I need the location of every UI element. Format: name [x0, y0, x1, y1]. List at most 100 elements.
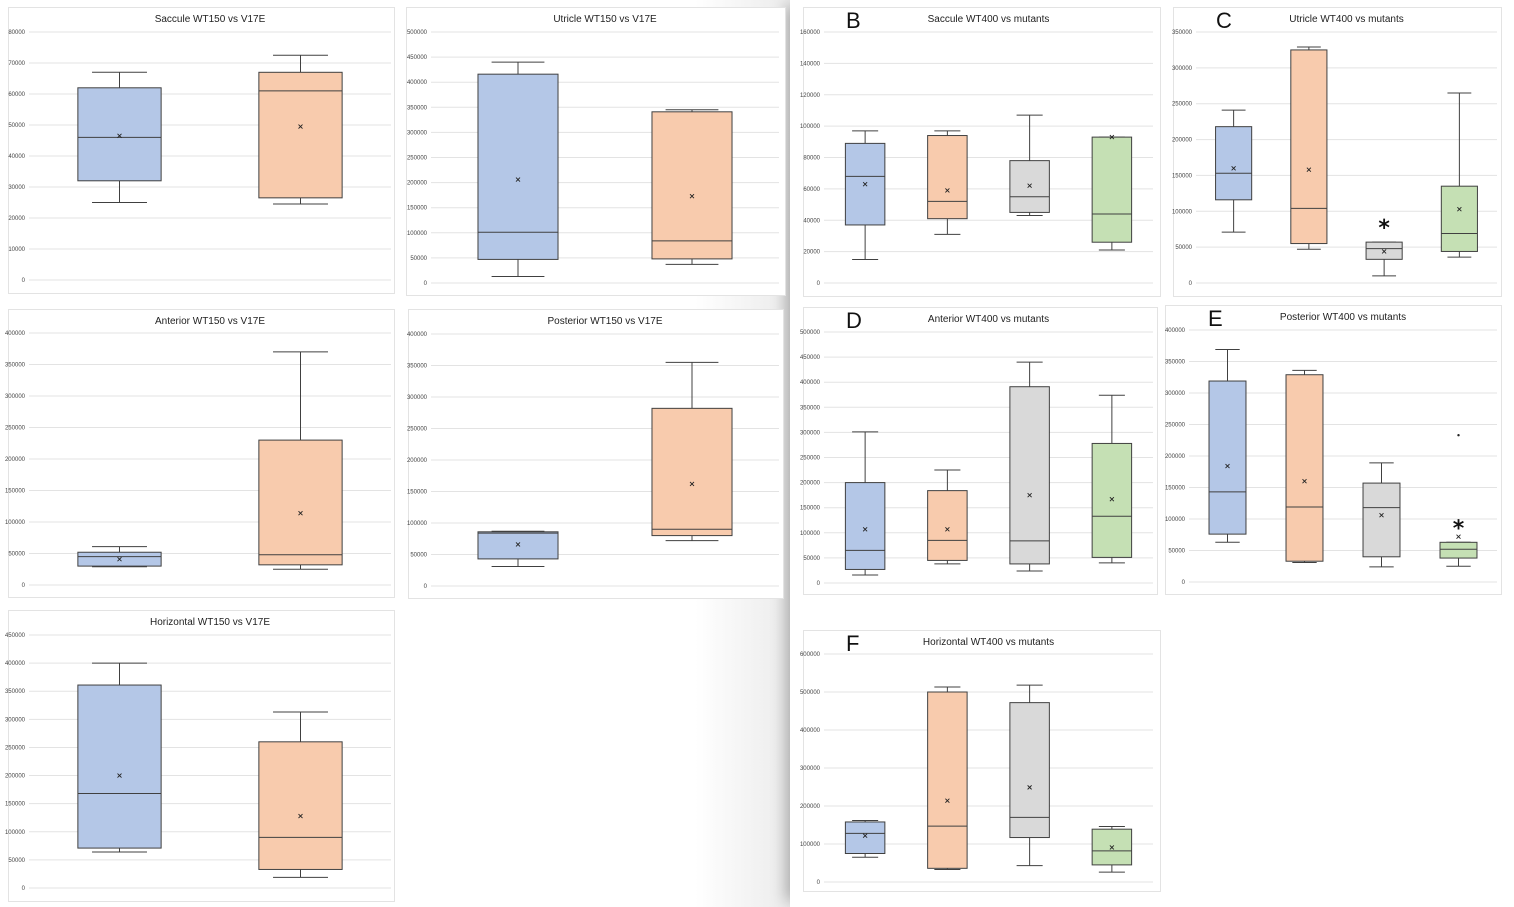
box-body — [1009, 702, 1050, 839]
chart-svg-posterior-150: Posterior WT150 vs V17E 0 50000 100000 15000… — [407, 316, 779, 590]
y-tick-label: 200000 — [5, 457, 26, 463]
y-tick-label: 200000 — [407, 458, 428, 464]
y-tick-label: 0 — [22, 278, 26, 284]
box-v17e — [927, 130, 968, 235]
y-tick-label: 450000 — [800, 355, 821, 361]
mean-marker — [298, 510, 303, 516]
chart-svg-utricle-400: Utricle WT400 vs mutants C 0 50000 100000 150… — [1172, 8, 1497, 287]
box-v17e — [651, 109, 733, 265]
y-tick-label: 0 — [817, 880, 821, 886]
mean-marker — [1456, 534, 1461, 539]
box-v17e — [927, 469, 968, 565]
chart-title: Utricle WT150 vs V17E — [553, 14, 657, 25]
chart-svg-anterior-400: Anterior WT400 vs mutants D 0 50000 100000 15… — [800, 308, 1153, 587]
y-tick-label: 10000 — [8, 247, 25, 253]
box-wt — [1215, 109, 1253, 233]
y-tick-label: 40000 — [803, 218, 820, 224]
mean-marker — [1109, 134, 1115, 140]
mean-marker — [1027, 183, 1032, 189]
y-tick-label: 400000 — [800, 728, 821, 734]
y-tick-label: 350000 — [1172, 30, 1193, 36]
y-tick-label: 30000 — [8, 185, 25, 191]
box-body — [258, 741, 343, 870]
box-body — [651, 111, 733, 260]
box-body — [1091, 136, 1133, 243]
y-tick-label: 150000 — [5, 489, 26, 495]
y-tick-label: 300000 — [5, 717, 26, 723]
mean-marker — [1027, 492, 1032, 498]
y-tick-label: 50000 — [8, 552, 25, 558]
mean-marker — [1231, 165, 1236, 171]
mean-marker — [298, 124, 303, 129]
y-tick-label: 300000 — [800, 430, 821, 436]
box-wt — [1208, 349, 1247, 543]
y-tick-label: 250000 — [407, 427, 428, 433]
y-tick-label: 40000 — [8, 154, 25, 160]
y-tick-label: 100000 — [800, 531, 821, 537]
y-tick-label: 0 — [22, 583, 26, 589]
chart-panel-anterior-400: Anterior WT400 vs mutants D 0 50000 100000 15… — [800, 307, 1158, 595]
y-tick-label: 150000 — [407, 490, 428, 496]
box-body — [1215, 126, 1253, 201]
mean-marker — [117, 556, 122, 562]
outlier-point — [1457, 434, 1460, 437]
y-tick-label: 200000 — [800, 481, 821, 487]
mean-marker — [862, 526, 868, 532]
y-tick-label: 400000 — [5, 331, 26, 337]
y-tick-label: 300000 — [407, 130, 428, 136]
y-tick-label: 350000 — [1165, 360, 1186, 366]
box-body — [927, 490, 968, 561]
y-tick-label: 400000 — [407, 80, 428, 86]
y-tick-label: 150000 — [1172, 173, 1193, 179]
mean-marker — [298, 813, 303, 819]
mean-marker — [1225, 463, 1230, 469]
y-tick-label: 50000 — [1168, 549, 1185, 555]
y-tick-label: 200000 — [407, 181, 428, 187]
y-tick-label: 500000 — [800, 330, 821, 336]
mean-marker — [1109, 845, 1115, 850]
chart-svg-saccule-150: Saccule WT150 vs V17E 0 10000 20000 30000 400… — [8, 14, 391, 284]
y-tick-label: 20000 — [8, 216, 25, 222]
box-body — [258, 439, 343, 566]
y-tick-label: 80000 — [803, 156, 820, 162]
y-tick-label: 60000 — [803, 187, 820, 193]
mean-marker — [689, 193, 695, 199]
box-body — [844, 821, 886, 855]
y-tick-label: 250000 — [5, 745, 26, 751]
y-tick-label: 100000 — [1165, 517, 1186, 523]
mean-marker — [117, 133, 122, 139]
y-tick-label: 150000 — [407, 206, 428, 212]
mean-marker — [515, 177, 521, 182]
panel-letter: C — [1216, 8, 1232, 33]
y-tick-label: 50000 — [410, 553, 427, 559]
chart-svg-posterior-400: Posterior WT400 vs mutants E 0 50000 100000 1… — [1165, 306, 1497, 586]
mean-marker — [1381, 249, 1387, 254]
box-mutant3 — [1009, 114, 1050, 217]
box-mutant3 — [1009, 361, 1050, 572]
chart-panel-posterior-400: Posterior WT400 vs mutants E 0 50000 100000 1… — [1165, 305, 1502, 595]
box-mutant4 — [1091, 394, 1133, 564]
box-v17e — [1290, 46, 1328, 250]
y-tick-label: 300000 — [800, 766, 821, 772]
y-tick-label: 400000 — [5, 661, 26, 667]
box-body — [1439, 541, 1478, 559]
y-tick-label: 200000 — [1165, 454, 1186, 460]
box-body — [1362, 482, 1401, 558]
y-tick-label: 300000 — [407, 395, 428, 401]
chart-svg-saccule-400: Saccule WT400 vs mutants B 0 20000 40000 6000… — [800, 8, 1153, 287]
y-tick-label: 200000 — [5, 774, 26, 780]
mean-marker — [1027, 785, 1032, 790]
box-body — [1365, 241, 1403, 260]
box-body — [1091, 442, 1133, 558]
y-tick-label: 100000 — [1172, 209, 1193, 215]
chart-svg-anterior-150: Anterior WT150 vs V17E 0 50000 100000 150000… — [5, 316, 391, 589]
y-tick-label: 0 — [817, 581, 821, 587]
y-tick-label: 150000 — [800, 506, 821, 512]
y-tick-label: 50000 — [8, 123, 25, 129]
box-mutant4 — [1440, 92, 1478, 258]
y-tick-label: 300000 — [1172, 66, 1193, 72]
y-tick-label: 100000 — [407, 521, 428, 527]
y-tick-label: 50000 — [1175, 245, 1192, 251]
mean-marker — [1306, 167, 1312, 173]
y-tick-label: 350000 — [800, 405, 821, 411]
